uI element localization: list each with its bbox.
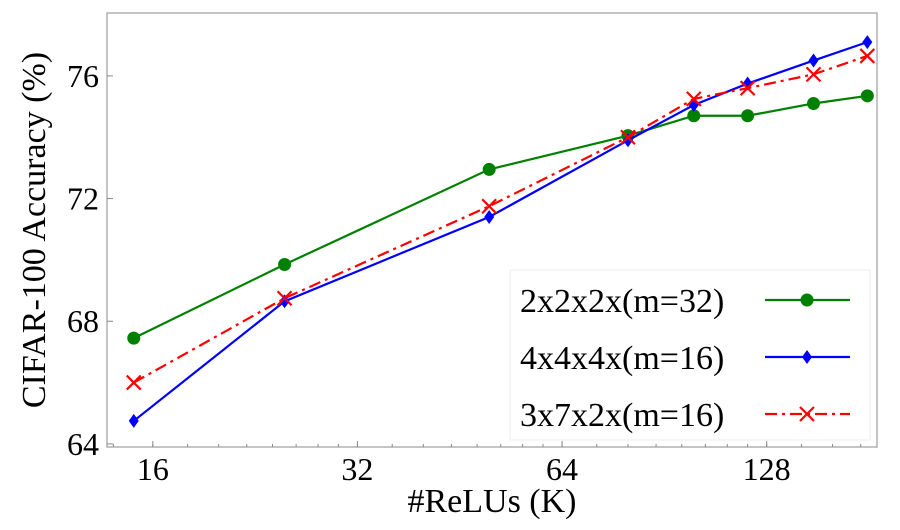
x-marker bbox=[859, 48, 876, 64]
diamond-marker bbox=[128, 413, 139, 428]
x-marker bbox=[799, 406, 815, 422]
x-axis-label: #ReLUs (K) bbox=[407, 483, 576, 520]
legend-label: 2x2x2x(m=32) bbox=[520, 283, 724, 320]
series-line bbox=[133, 41, 868, 422]
circle-marker bbox=[800, 293, 814, 307]
diamond-marker bbox=[802, 350, 812, 364]
circle-marker bbox=[482, 162, 496, 176]
legend-label: 3x7x2x(m=16) bbox=[520, 397, 724, 434]
diamond-marker bbox=[484, 209, 495, 224]
diamond-marker bbox=[808, 53, 819, 68]
x-marker bbox=[805, 66, 822, 83]
circle-marker bbox=[806, 96, 820, 110]
plot-frame bbox=[106, 12, 878, 448]
x-tick-label: 32 bbox=[341, 451, 373, 487]
x-tick-label: 16 bbox=[137, 451, 169, 487]
x-tick-label: 128 bbox=[743, 451, 791, 487]
y-tick-label: 68 bbox=[67, 303, 99, 339]
x-tick-label: 64 bbox=[546, 451, 578, 487]
circle-marker bbox=[278, 258, 292, 272]
x-marker bbox=[481, 198, 497, 215]
x-marker bbox=[739, 80, 756, 96]
x-marker bbox=[125, 374, 142, 391]
x-marker bbox=[620, 129, 636, 145]
x-marker bbox=[686, 91, 702, 107]
y-tick-label: 64 bbox=[67, 426, 99, 462]
series-line bbox=[133, 54, 868, 384]
y-axis-label: CIFAR-100 Accuracy (%) bbox=[16, 52, 53, 408]
diamond-marker bbox=[862, 35, 873, 50]
legend: 2x2x2x(m=32) 4x4x4x(m=16) 3x7x2x(m=16) bbox=[509, 269, 871, 441]
circle-marker bbox=[127, 331, 141, 345]
series-2 bbox=[125, 48, 876, 391]
circle-marker bbox=[741, 109, 755, 123]
x-marker bbox=[276, 290, 293, 307]
legend-label: 4x4x4x(m=16) bbox=[520, 340, 724, 377]
circle-marker bbox=[860, 89, 874, 103]
y-tick-label: 72 bbox=[67, 181, 99, 217]
y-tick-label: 76 bbox=[67, 58, 99, 94]
series-line bbox=[133, 94, 868, 340]
circle-marker bbox=[687, 109, 701, 123]
